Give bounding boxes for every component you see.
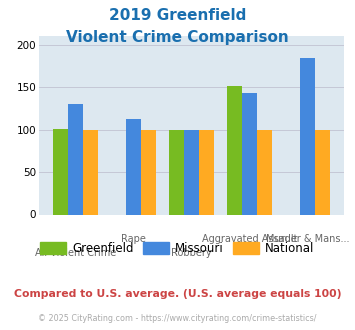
Bar	[257, 130, 272, 214]
Bar	[300, 57, 315, 214]
Bar	[68, 104, 83, 214]
Bar	[242, 93, 257, 214]
Text: Aggravated Assault: Aggravated Assault	[202, 234, 297, 244]
Bar	[315, 130, 331, 214]
Text: 2019 Greenfield: 2019 Greenfield	[109, 8, 246, 23]
Bar	[83, 130, 98, 214]
Text: Murder & Mans...: Murder & Mans...	[266, 234, 350, 244]
Bar	[141, 130, 156, 214]
Text: © 2025 CityRating.com - https://www.cityrating.com/crime-statistics/: © 2025 CityRating.com - https://www.city…	[38, 314, 317, 323]
Legend: Greenfield, Missouri, National: Greenfield, Missouri, National	[36, 237, 319, 260]
Bar	[126, 119, 141, 214]
Bar	[169, 130, 184, 214]
Bar	[53, 129, 68, 214]
Text: All Violent Crime: All Violent Crime	[35, 248, 116, 258]
Bar	[227, 85, 242, 214]
Text: Compared to U.S. average. (U.S. average equals 100): Compared to U.S. average. (U.S. average …	[14, 289, 341, 299]
Bar	[199, 130, 214, 214]
Text: Robbery: Robbery	[171, 248, 212, 258]
Bar	[184, 130, 199, 214]
Text: Rape: Rape	[121, 234, 146, 244]
Text: Violent Crime Comparison: Violent Crime Comparison	[66, 30, 289, 45]
